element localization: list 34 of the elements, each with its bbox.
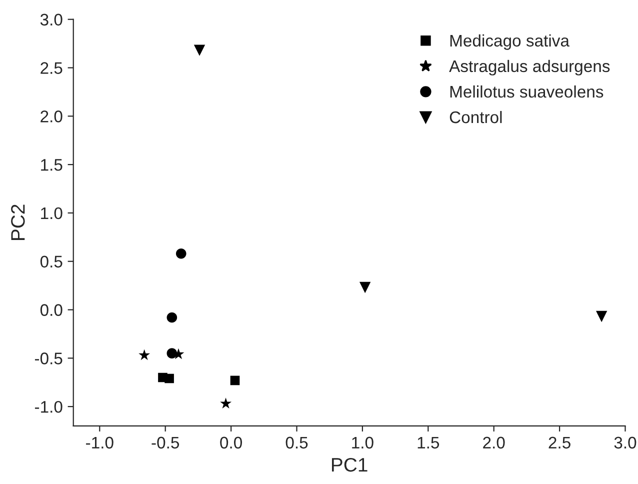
x-tick-label: 1.5 <box>418 436 440 449</box>
x-tick-label: 1.0 <box>352 436 374 449</box>
point <box>596 310 608 322</box>
y-tick-label: 2.5 <box>40 62 62 74</box>
x-tick-label: -0.5 <box>152 436 180 449</box>
y-tick-label: 1.0 <box>41 207 62 220</box>
y-tick-label: -1.0 <box>34 400 62 413</box>
x-tick-label: 0.5 <box>286 436 308 449</box>
x-axis-title: PC1 <box>332 458 368 472</box>
legend-label: Control <box>450 110 502 124</box>
x-tick-label: 2.5 <box>548 436 570 449</box>
legend-label: Medicago sativa <box>450 34 570 50</box>
point <box>194 44 206 56</box>
point <box>138 349 150 360</box>
y-tick-label: 3.0 <box>40 14 62 26</box>
point <box>166 312 178 323</box>
x-tick-label: 3.0 <box>614 436 636 449</box>
y-tick-label: -0.5 <box>34 352 62 364</box>
y-axis-title: PC2 <box>11 204 25 240</box>
point <box>359 282 371 294</box>
y-tick-label: 0.5 <box>40 256 62 268</box>
y-tick-label: 0.0 <box>40 304 62 316</box>
legend-label: Astragalus adsurgens <box>449 60 610 76</box>
point <box>164 374 174 384</box>
x-tick-label: 2.0 <box>483 436 505 449</box>
point <box>176 248 186 259</box>
point <box>166 348 178 358</box>
x-tick-label: 0.0 <box>220 436 242 449</box>
point <box>220 398 232 409</box>
point <box>230 376 240 386</box>
legend-label: Melilotus suaveolens <box>450 85 604 98</box>
y-tick-label: 2.0 <box>40 110 62 122</box>
x-tick-label: -1.0 <box>86 436 114 449</box>
y-tick-label: 1.5 <box>41 159 62 171</box>
